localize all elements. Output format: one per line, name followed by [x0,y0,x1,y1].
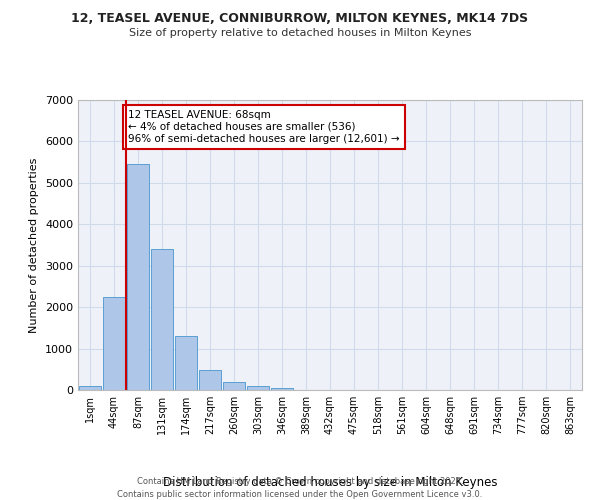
Bar [151,249,173,390]
Text: Contains HM Land Registry data © Crown copyright and database right 2024.: Contains HM Land Registry data © Crown c… [137,478,463,486]
X-axis label: Distribution of detached houses by size in Milton Keynes: Distribution of detached houses by size … [163,476,497,489]
Bar [199,370,221,390]
Bar [271,388,293,390]
Bar [247,386,269,390]
Text: 12 TEASEL AVENUE: 68sqm
← 4% of detached houses are smaller (536)
96% of semi-de: 12 TEASEL AVENUE: 68sqm ← 4% of detached… [128,110,400,144]
Bar [103,297,125,390]
Bar [223,382,245,390]
Bar [79,386,101,390]
Bar [127,164,149,390]
Text: Contains public sector information licensed under the Open Government Licence v3: Contains public sector information licen… [118,490,482,499]
Text: Size of property relative to detached houses in Milton Keynes: Size of property relative to detached ho… [129,28,471,38]
Bar [175,336,197,390]
Y-axis label: Number of detached properties: Number of detached properties [29,158,40,332]
Text: 12, TEASEL AVENUE, CONNIBURROW, MILTON KEYNES, MK14 7DS: 12, TEASEL AVENUE, CONNIBURROW, MILTON K… [71,12,529,26]
